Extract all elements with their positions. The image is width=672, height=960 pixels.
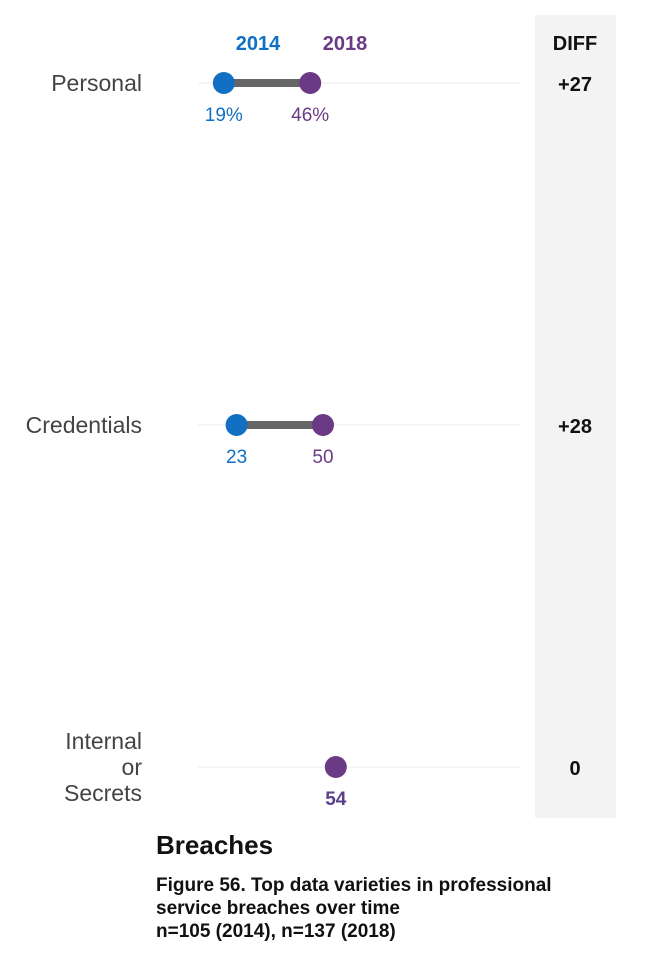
point-2018-personal	[299, 72, 322, 94]
value-label-2018-personal: 46%	[291, 105, 329, 126]
diff-value-personal: +27	[558, 74, 592, 96]
category-label-internal-or-secrets: Internal	[65, 728, 142, 754]
diff-value-credentials: +28	[558, 416, 592, 438]
legend-2014: 2014	[236, 33, 281, 55]
category-label-credentials: Credentials	[26, 412, 142, 438]
diff-header: DIFF	[553, 33, 597, 55]
point-2014-credentials	[225, 414, 248, 436]
point-2018-internal-or-secrets	[324, 756, 347, 778]
value-label-2018-internal-or-secrets: 54	[325, 789, 347, 810]
figure-caption-line-2: service breaches over time	[156, 898, 400, 919]
diff-value-internal-or-secrets: 0	[569, 758, 580, 780]
point-2018-credentials	[312, 414, 334, 436]
caption: Breaches Figure 56. Top data varieties i…	[156, 828, 656, 943]
point-2014-personal	[212, 72, 235, 94]
category-label-internal-or-secrets: Secrets	[64, 780, 142, 806]
category-label-personal: Personal	[51, 70, 142, 96]
legend-2018: 2018	[323, 33, 368, 55]
figure-caption-line-1: Figure 56. Top data varieties in profess…	[156, 875, 552, 896]
figure-caption-sample-size: n=105 (2014), n=137 (2018)	[156, 921, 396, 942]
value-label-2018-credentials: 50	[312, 447, 333, 468]
diff-column-background	[535, 15, 616, 818]
dumbbell-chart: DIFF 2014 2018 Personal 19% 46% +27 Credenti…	[26, 15, 616, 818]
category-label-internal-or-secrets: or	[122, 754, 143, 780]
value-label-2014-credentials: 23	[226, 447, 247, 468]
caption-title: Breaches	[156, 830, 274, 860]
value-label-2014-personal: 19%	[205, 105, 243, 126]
